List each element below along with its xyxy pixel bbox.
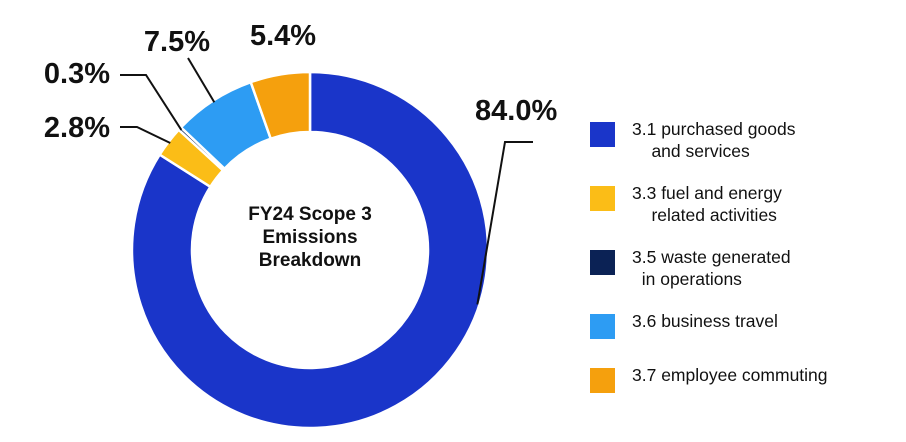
percent-label: 7.5%: [144, 26, 210, 58]
leader-line: [187, 57, 216, 103]
legend-item-3-5-waste-generated: 3.5 waste generated in operations: [590, 246, 791, 290]
leader-line: [476, 141, 533, 305]
chart-title-line: FY24 Scope 3: [248, 204, 372, 225]
legend-label: 3.5 waste generated in operations: [632, 247, 791, 289]
percent-label: 0.3%: [44, 58, 110, 90]
legend-swatch: [590, 368, 615, 393]
legend-item-3-3-fuel-and-energy: 3.3 fuel and energy related activities: [590, 182, 782, 226]
slice-3-1-purchased-goods: [130, 70, 490, 430]
label-leader-lines: [120, 57, 533, 305]
donut-slices: [130, 70, 490, 430]
legend-swatch: [590, 250, 615, 275]
percent-labels: 84.0% 2.8% 0.3% 7.5% 5.4%: [44, 20, 558, 144]
legend-item-3-6-business-travel: 3.6 business travel: [590, 310, 778, 339]
chart-title-line: Breakdown: [259, 250, 361, 271]
percent-label: 2.8%: [44, 112, 110, 144]
legend-label: 3.6 business travel: [632, 311, 778, 331]
percent-label: 5.4%: [250, 20, 316, 52]
leader-line: [120, 74, 183, 131]
legend-item-3-1-purchased-goods: 3.1 purchased goods and services: [590, 118, 795, 162]
percent-label: 84.0%: [475, 95, 557, 127]
legend-label: 3.3 fuel and energy related activities: [632, 183, 782, 225]
legend-item-3-7-employee-commuting: 3.7 employee commuting: [590, 364, 828, 393]
legend-swatch: [590, 186, 615, 211]
legend-swatch: [590, 314, 615, 339]
legend-label: 3.7 employee commuting: [632, 365, 828, 385]
chart-title: FY24 Scope 3 Emissions Breakdown: [248, 204, 372, 271]
legend-label: 3.1 purchased goods and services: [632, 119, 796, 161]
slice-3-7-employee-commuting: [249, 70, 312, 141]
legend-swatch: [590, 122, 615, 147]
leader-line: [120, 126, 171, 144]
chart-title-line: Emissions: [262, 227, 357, 248]
